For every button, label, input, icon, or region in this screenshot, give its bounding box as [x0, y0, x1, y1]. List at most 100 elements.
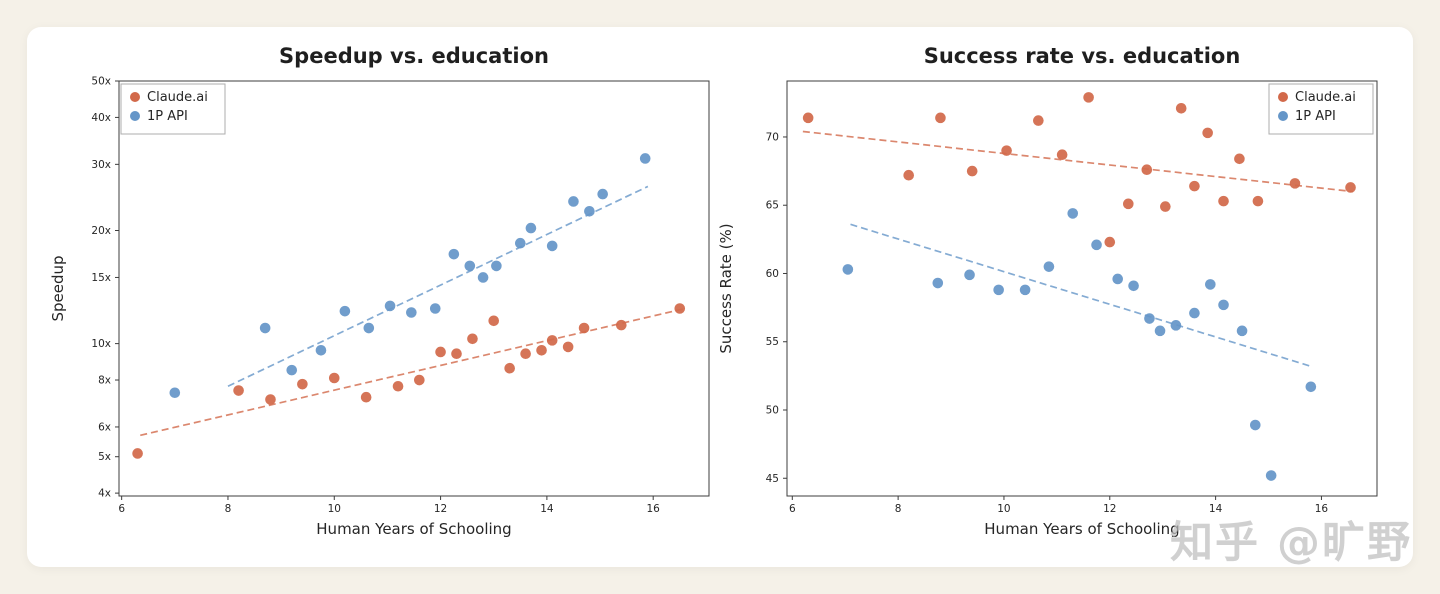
data-point	[1205, 279, 1216, 290]
y-axis-label: Speedup	[49, 255, 67, 321]
legend-label: Claude.ai	[1295, 90, 1356, 105]
y-tick-label: 60	[766, 268, 779, 280]
data-point	[1112, 273, 1124, 285]
data-point	[932, 277, 944, 289]
legend-label: Claude.ai	[147, 90, 208, 105]
data-point	[233, 385, 244, 396]
data-point	[1154, 325, 1166, 337]
data-point	[406, 307, 417, 318]
y-tick-label: 6x	[98, 421, 111, 433]
x-tick-label: 6	[789, 503, 796, 515]
y-tick-label: 4x	[98, 488, 111, 500]
data-point	[467, 333, 478, 345]
data-point	[169, 387, 181, 399]
y-tick-label: 15x	[91, 272, 111, 284]
x-tick-label: 12	[1103, 503, 1116, 515]
legend	[1268, 83, 1374, 135]
data-point	[1144, 313, 1155, 324]
trend-line	[140, 307, 686, 437]
data-point	[1249, 419, 1261, 431]
data-point	[1141, 164, 1153, 176]
data-point	[297, 378, 308, 390]
data-point	[1033, 115, 1044, 126]
data-point	[993, 284, 1004, 296]
chart-title: Success rate vs. education	[924, 44, 1241, 68]
y-tick-label: 50x	[91, 76, 111, 88]
data-point	[578, 322, 590, 334]
data-point	[265, 394, 276, 405]
data-point	[639, 153, 651, 164]
x-axis-label: Human Years of Schooling	[316, 520, 511, 538]
plot-frame	[118, 80, 710, 497]
data-point	[615, 319, 627, 331]
data-point	[1001, 145, 1012, 156]
data-point	[448, 248, 460, 260]
data-point	[477, 272, 489, 283]
data-point	[132, 448, 143, 459]
data-point	[429, 303, 441, 314]
x-tick-label: 16	[647, 503, 661, 515]
data-point	[568, 196, 579, 207]
y-tick-label: 10x	[91, 338, 111, 350]
data-point	[392, 380, 404, 392]
data-point	[360, 391, 372, 403]
data-point	[1305, 381, 1317, 393]
data-point	[328, 372, 340, 384]
data-point	[451, 348, 462, 360]
plot-frame	[786, 80, 1378, 497]
data-point	[1189, 180, 1200, 192]
data-point	[1265, 470, 1277, 481]
data-point	[935, 112, 946, 124]
data-point	[536, 344, 547, 356]
x-tick-label: 8	[895, 503, 902, 515]
legend-marker-icon	[130, 111, 140, 121]
data-point	[1252, 195, 1264, 207]
data-point	[286, 364, 298, 376]
data-point	[1043, 261, 1055, 272]
data-point	[674, 303, 686, 314]
data-point	[384, 300, 396, 312]
data-point	[1056, 149, 1068, 161]
y-tick-label: 45	[766, 473, 779, 485]
data-point	[1218, 299, 1229, 311]
data-point	[1234, 153, 1245, 165]
y-tick-label: 70	[766, 131, 779, 143]
x-tick-label: 6	[118, 503, 125, 515]
x-tick-label: 10	[328, 503, 341, 515]
data-point	[491, 260, 502, 272]
data-point	[584, 205, 595, 217]
data-point	[1289, 178, 1301, 189]
data-point	[1189, 307, 1200, 319]
data-point	[435, 346, 446, 358]
legend-label: 1P API	[1295, 109, 1336, 124]
x-tick-label: 12	[434, 503, 447, 515]
data-point	[1218, 195, 1229, 207]
data-point	[520, 348, 531, 360]
data-point	[1202, 127, 1213, 139]
x-tick-label: 14	[540, 503, 554, 515]
data-point	[903, 169, 915, 181]
data-point	[1236, 325, 1248, 337]
x-tick-label: 16	[1315, 503, 1329, 515]
data-point	[1160, 201, 1171, 212]
y-axis-label: Success Rate (%)	[717, 223, 735, 353]
data-point	[562, 341, 574, 353]
data-point	[1170, 320, 1182, 331]
trend-line	[227, 185, 649, 388]
data-point	[546, 240, 558, 252]
data-point	[488, 315, 500, 327]
chart-title: Speedup vs. education	[279, 44, 549, 68]
y-tick-label: 55	[766, 336, 779, 348]
data-point	[546, 335, 558, 346]
x-tick-label: 8	[225, 503, 232, 515]
data-point	[1345, 182, 1356, 193]
x-axis-label: Human Years of Schooling	[984, 520, 1179, 538]
data-point	[1128, 280, 1139, 292]
data-point	[339, 305, 351, 317]
data-point	[842, 264, 854, 275]
legend	[120, 83, 226, 135]
y-tick-label: 8x	[98, 375, 111, 387]
success-rate-chart: Success rate vs. education 6 8 10 12 14 16 45 50…	[717, 44, 1378, 538]
data-point	[1083, 92, 1094, 103]
x-tick-label: 10	[997, 503, 1010, 515]
